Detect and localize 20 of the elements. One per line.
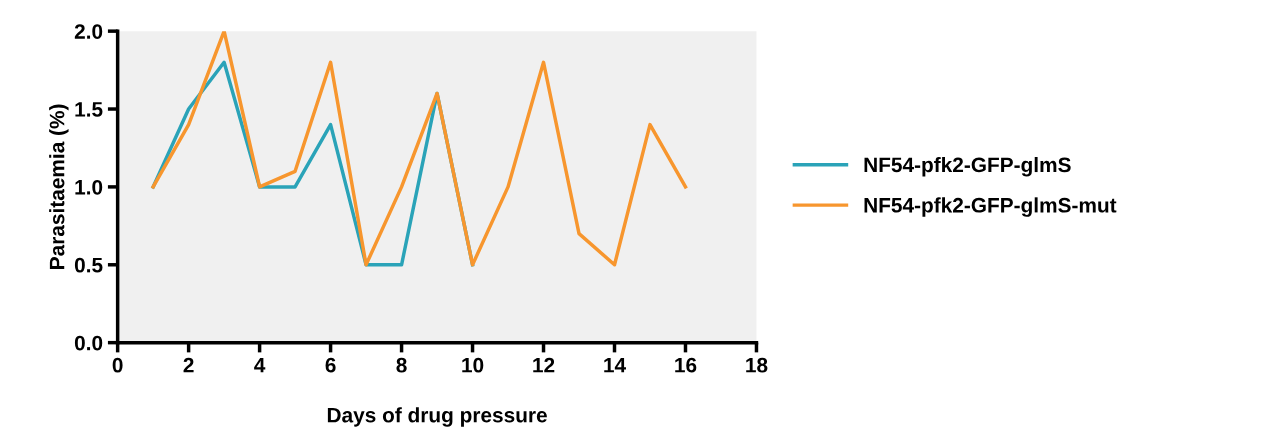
legend-label: NF54-pfk2-GFP-glmS-mut	[864, 197, 1117, 217]
x-tick-label: 14	[604, 358, 626, 373]
y-tick-label: 2.0	[74, 24, 103, 39]
x-axis-title: Days of drug pressure	[327, 407, 547, 427]
y-axis-title: Parasitaemia (%)	[49, 104, 69, 269]
x-tick-label: 10	[462, 357, 484, 373]
y-tick-label: 0.0	[74, 335, 103, 351]
y-tick-label: 0.5	[74, 257, 103, 273]
y-tick-label: 1.5	[75, 102, 103, 117]
y-tick-label: 1.0	[75, 179, 103, 195]
x-tick-label: 8	[396, 357, 407, 373]
line-series	[151, 31, 688, 267]
x-tick-label: 16	[675, 357, 697, 373]
legend-label: NF54-pfk2-GFP-glmS	[864, 156, 1071, 177]
x-tick-label: 18	[746, 357, 768, 373]
x-tick-label: 2	[183, 357, 194, 373]
x-tick-label: 4	[254, 358, 266, 373]
x-tick-label: 12	[533, 357, 555, 373]
x-tick-label: 6	[325, 357, 336, 373]
x-tick-label: 0	[112, 357, 123, 373]
